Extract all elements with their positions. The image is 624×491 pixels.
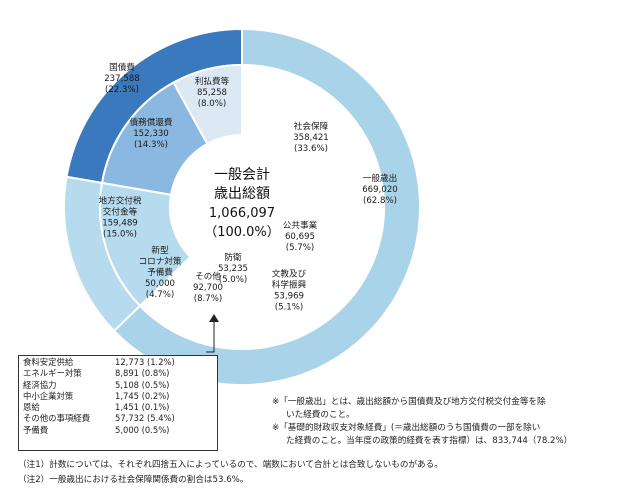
- outer-0-label-2: (62.8%): [363, 196, 397, 206]
- leader-line: [206, 315, 215, 353]
- inner-2-label-3: (5.1%): [275, 303, 304, 313]
- inner-2-label-1: 科学振興: [272, 279, 307, 291]
- breakdown-value: 5,108 (0.5%): [115, 379, 170, 390]
- inner-0-label-1: 358,421: [293, 133, 329, 143]
- inner-2-label-2: 53,969: [274, 292, 304, 302]
- inner-5-label-1: コロナ対策: [139, 255, 182, 267]
- center-total-pct: （100.0%）: [204, 225, 280, 240]
- center-total: 1,066,097: [209, 206, 275, 221]
- inner-2-label-0: 文教及び: [272, 268, 307, 280]
- outer-2-label-0: 国債費: [109, 61, 135, 73]
- note-primary-balance: ※「基礎的財政収支対象経費」(＝歳出総額のうち国債費の一部を除い た経費のこと。…: [272, 422, 572, 447]
- breakdown-row: 恩給 1,451 (0.1%): [23, 402, 213, 413]
- footnote-1: （注1）計数については、それぞれ四捨五入によっているので、端数において合計とは合…: [18, 460, 443, 470]
- inner-0-label-0: 社会保障: [294, 120, 329, 132]
- breakdown-row: 経済協力 5,108 (0.5%): [23, 380, 213, 391]
- breakdown-value: 5,000 (0.5%): [115, 424, 170, 435]
- center-title-line1: 一般会計: [214, 167, 270, 183]
- inner-8-label-0: 利払費等: [195, 75, 230, 87]
- note-general-expenditure: ※「一般歳出」とは、歳出総額から国債費及び地方交付税交付金等を除 いた経費のこと…: [272, 396, 546, 421]
- note-b-line2: た経費のこと。当年度の政策的経費を表す指標）は、833,744（78.2%）: [286, 435, 573, 446]
- breakdown-value: 1,745 (0.2%): [115, 390, 170, 401]
- inner-5-label-3: 50,000: [145, 279, 175, 289]
- breakdown-name: 予備費: [23, 424, 49, 435]
- inner-7-label-1: 152,330: [133, 129, 169, 139]
- inner-5-label-2: 予備費: [147, 266, 173, 278]
- note-b-line1: ※「基礎的財政収支対象経費」(＝歳出総額のうち国債費の一部を除い: [272, 423, 541, 433]
- breakdown-row: 中小企業対策 1,745 (0.2%): [23, 391, 213, 402]
- outer-0-label-1: 669,020: [362, 185, 398, 195]
- inner-4-label-1: 92,700: [193, 283, 223, 293]
- outer-1-label-1: 交付金等: [103, 206, 138, 218]
- center-hole: [170, 135, 314, 279]
- center-label: 一般会計 歳出総額 1,066,097 （100.0%）: [204, 167, 280, 240]
- breakdown-name: エネルギー対策: [23, 368, 82, 379]
- breakdown-name: 中小企業対策: [23, 390, 74, 401]
- breakdown-row: エネルギー対策 8,891 (0.8%): [23, 368, 213, 379]
- inner-1-label-1: 60,695: [285, 232, 315, 242]
- inner-7-label-2: (14.3%): [134, 140, 168, 150]
- outer-1-label-3: (15.0%): [103, 230, 137, 240]
- inner-1-label-0: 公共事業: [283, 219, 318, 231]
- note-a-line1: ※「一般歳出」とは、歳出総額から国債費及び地方交付税交付金等を除: [272, 397, 546, 407]
- note-a-line2: いた経費のこと。: [286, 409, 355, 420]
- inner-0-label-2: (33.6%): [294, 144, 328, 154]
- inner-7-label-0: 債務償還費: [130, 116, 173, 128]
- outer-2-label-1: 237,588: [104, 74, 140, 84]
- breakdown-name: 食料安定供給: [23, 357, 74, 367]
- inner-3-label-0: 防衛: [224, 251, 242, 263]
- leader-arrow-icon: [209, 314, 219, 322]
- footnote-2: （注2）一般歳出における社会保障関係費の割合は53.6%。: [18, 475, 249, 485]
- breakdown-value: 1,451 (0.1%): [115, 402, 170, 413]
- breakdown-row: 予備費 5,000 (0.5%): [23, 425, 213, 436]
- breakdown-name: 経済協力: [23, 379, 57, 390]
- inner-5-label-4: (4.7%): [146, 290, 175, 300]
- outer-1-label-0: 地方交付税: [99, 195, 142, 207]
- outer-2-label-2: (22.3%): [105, 85, 139, 95]
- breakdown-value: 57,732 (5.4%): [115, 413, 175, 424]
- outer-0-label-0: 一般歳出: [363, 172, 397, 184]
- inner-5-label-0: 新型: [151, 244, 169, 256]
- breakdown-row: 食料安定供給 12,773 (1.2%): [23, 357, 213, 368]
- breakdown-name: その他の事項経費: [23, 413, 90, 424]
- inner-3-label-1: 53,235: [218, 264, 248, 274]
- breakdown-name: 恩給: [23, 402, 40, 413]
- inner-1-label-2: (5.7%): [286, 243, 315, 253]
- inner-4-label-0: その他: [195, 270, 221, 282]
- outer-1-label-2: 159,489: [102, 219, 138, 229]
- other-breakdown-table: 食料安定供給 12,773 (1.2%) エネルギー対策 8,891 (0.8%) 経済…: [18, 355, 218, 451]
- center-title-line2: 歳出総額: [214, 186, 270, 202]
- breakdown-value: 12,773 (1.2%): [115, 357, 175, 367]
- breakdown-row: その他の事項経費 57,732 (5.4%): [23, 413, 213, 424]
- breakdown-value: 8,891 (0.8%): [115, 368, 170, 379]
- inner-4-label-2: (8.7%): [194, 294, 223, 304]
- inner-3-label-2: (5.0%): [219, 275, 248, 285]
- inner-8-label-2: (8.0%): [198, 99, 227, 109]
- inner-8-label-1: 85,258: [197, 88, 227, 98]
